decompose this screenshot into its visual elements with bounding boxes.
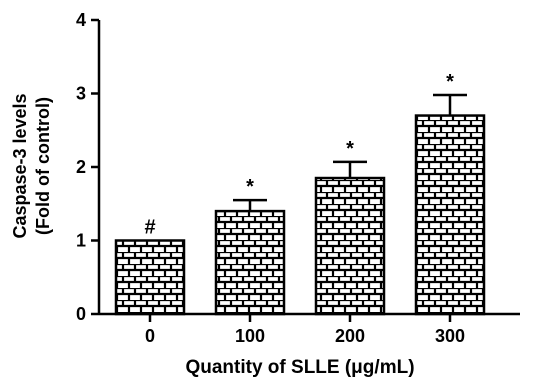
y-tick-label: 1 [76,231,86,251]
y-tick-label: 0 [76,304,86,324]
y-axis-label-line-2: (Fold of control) [33,97,53,235]
x-tick-label: 100 [235,326,265,346]
y-tick-label: 4 [76,10,86,30]
bar [114,239,186,316]
bar [314,176,386,316]
y-axis-label-line-1: Caspase-3 levels [10,93,30,238]
significance-label: # [144,217,155,239]
x-axis-label: Quantity of SLLE (μg/mL) [185,357,414,378]
significance-label: * [446,71,454,93]
x-tick-label: 300 [435,326,465,346]
x-tick-label: 0 [145,326,155,346]
x-tick-label: 200 [335,326,365,346]
significance-label: * [346,138,354,160]
plot-area: 0 1 2 3 4 0 #100 * 200 * 300 * [76,10,520,346]
bar [414,114,486,316]
y-tick-label: 3 [76,84,86,104]
y-tick-label: 2 [76,157,86,177]
significance-label: * [246,176,254,198]
bar [214,209,286,316]
